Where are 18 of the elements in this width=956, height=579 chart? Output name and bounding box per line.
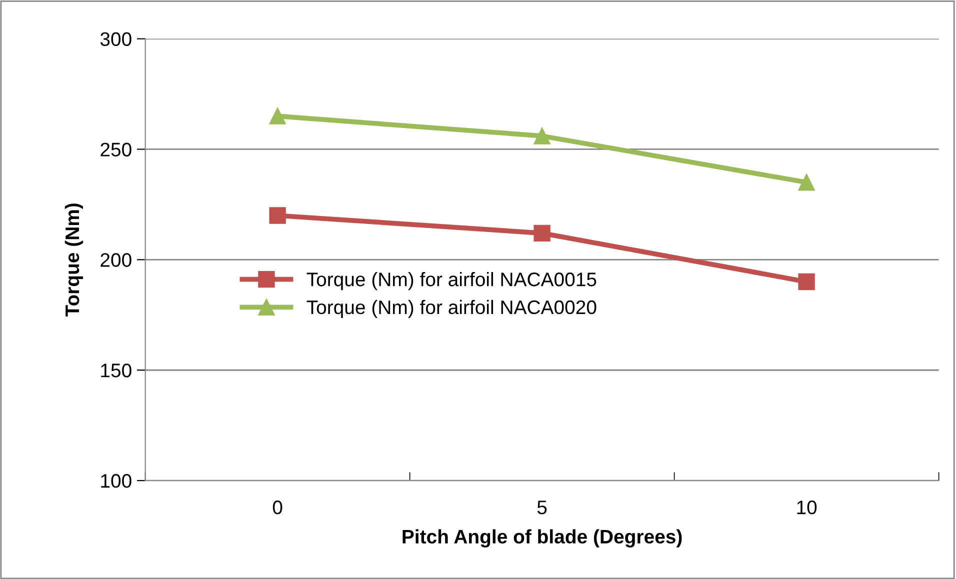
point [798, 273, 815, 290]
x-tick-label: 5 [537, 500, 547, 514]
legend-label: Torque (Nm) for airfoil NACA0020 [306, 300, 596, 318]
y-tick-label: 200 [100, 253, 132, 267]
point [534, 128, 550, 144]
x-tick-label: 10 [797, 500, 817, 514]
x-tick-label: 0 [272, 500, 282, 514]
y-tick-label: 300 [100, 32, 132, 46]
x-axis-title: Pitch Angle of blade (Degrees) [402, 529, 682, 548]
point [798, 174, 815, 191]
y-tick-label: 250 [100, 142, 132, 156]
point [534, 224, 550, 242]
y-tick-label: 150 [101, 364, 132, 378]
y-tick-label: 100 [101, 474, 132, 488]
legend-label: Torque (Nm) for airfoil NACA0015 [306, 272, 596, 290]
point [269, 108, 286, 124]
y-axis-title: Torque (Nm) [64, 204, 84, 317]
point [269, 207, 286, 224]
